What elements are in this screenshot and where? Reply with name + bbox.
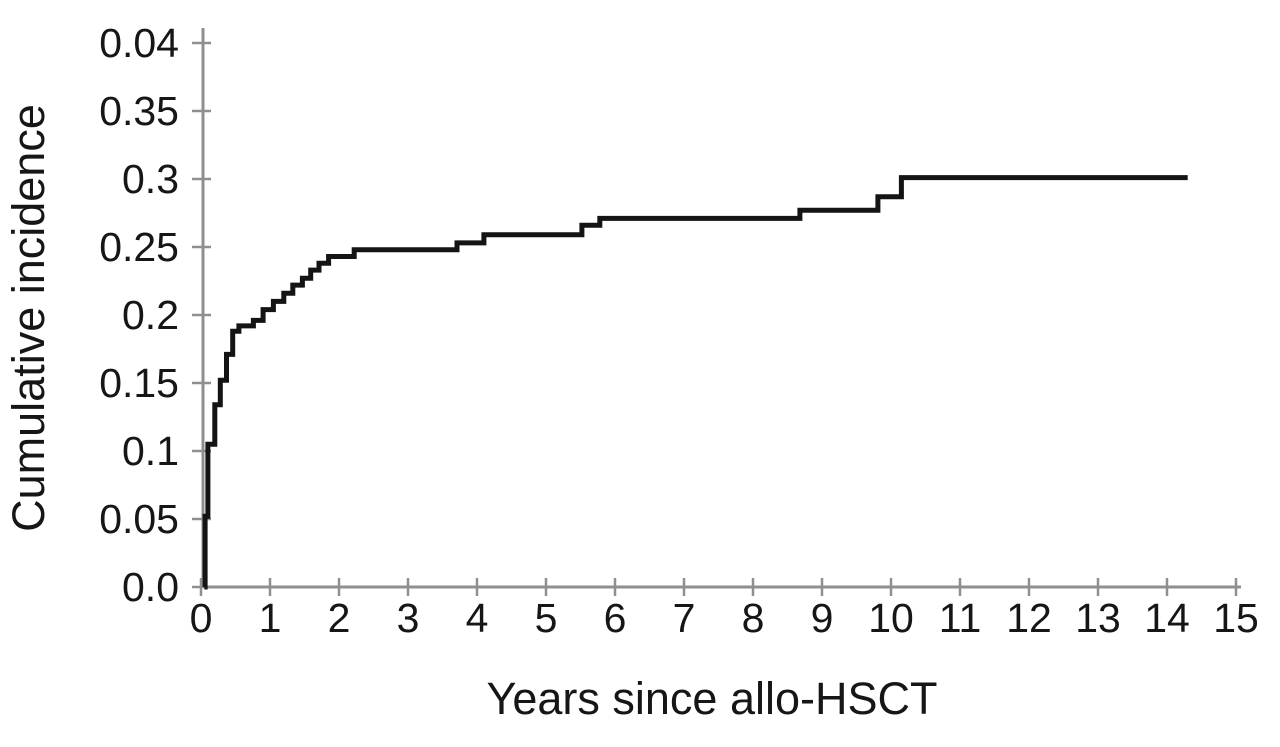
y-tick-label: 0.05 [99, 496, 179, 542]
x-tick-label: 6 [604, 595, 627, 641]
x-tick-label: 2 [328, 595, 351, 641]
x-tick-label: 7 [673, 595, 696, 641]
cumulative-incidence-curve [202, 175, 1188, 590]
x-tick-label: 13 [1075, 595, 1121, 641]
x-axis-ticks: 0 1 2 3 4 5 6 7 8 9 10 11 12 13 14 15 [190, 578, 1259, 641]
y-tick-label: 0.0 [122, 564, 179, 610]
x-tick-label: 8 [742, 595, 765, 641]
y-tick-label: 0.25 [99, 224, 179, 270]
y-tick-label: 0.35 [99, 88, 179, 134]
y-tick-label: 0.3 [122, 156, 179, 202]
x-tick-label: 1 [259, 595, 282, 641]
y-tick-label: 0.1 [122, 428, 179, 474]
x-tick-label: 3 [397, 595, 420, 641]
x-tick-label: 0 [190, 595, 213, 641]
x-tick-label: 12 [1006, 595, 1052, 641]
y-tick-label: 0.04 [99, 20, 179, 66]
x-tick-label: 14 [1144, 595, 1190, 641]
x-tick-label: 10 [868, 595, 914, 641]
x-axis-title: Years since allo-HSCT [486, 673, 937, 724]
y-axis-ticks: 0.0 0.05 0.1 0.15 0.2 0.25 0.3 0.35 0.04 [99, 20, 211, 610]
x-tick-label: 5 [535, 595, 558, 641]
x-tick-label: 11 [939, 595, 982, 641]
x-tick-label: 9 [811, 595, 834, 641]
y-tick-label: 0.15 [99, 360, 179, 406]
y-tick-label: 0.2 [122, 292, 179, 338]
y-axis-title: Cumulative incidence [3, 104, 54, 532]
x-tick-label: 15 [1213, 595, 1259, 641]
x-tick-label: 4 [466, 595, 489, 641]
